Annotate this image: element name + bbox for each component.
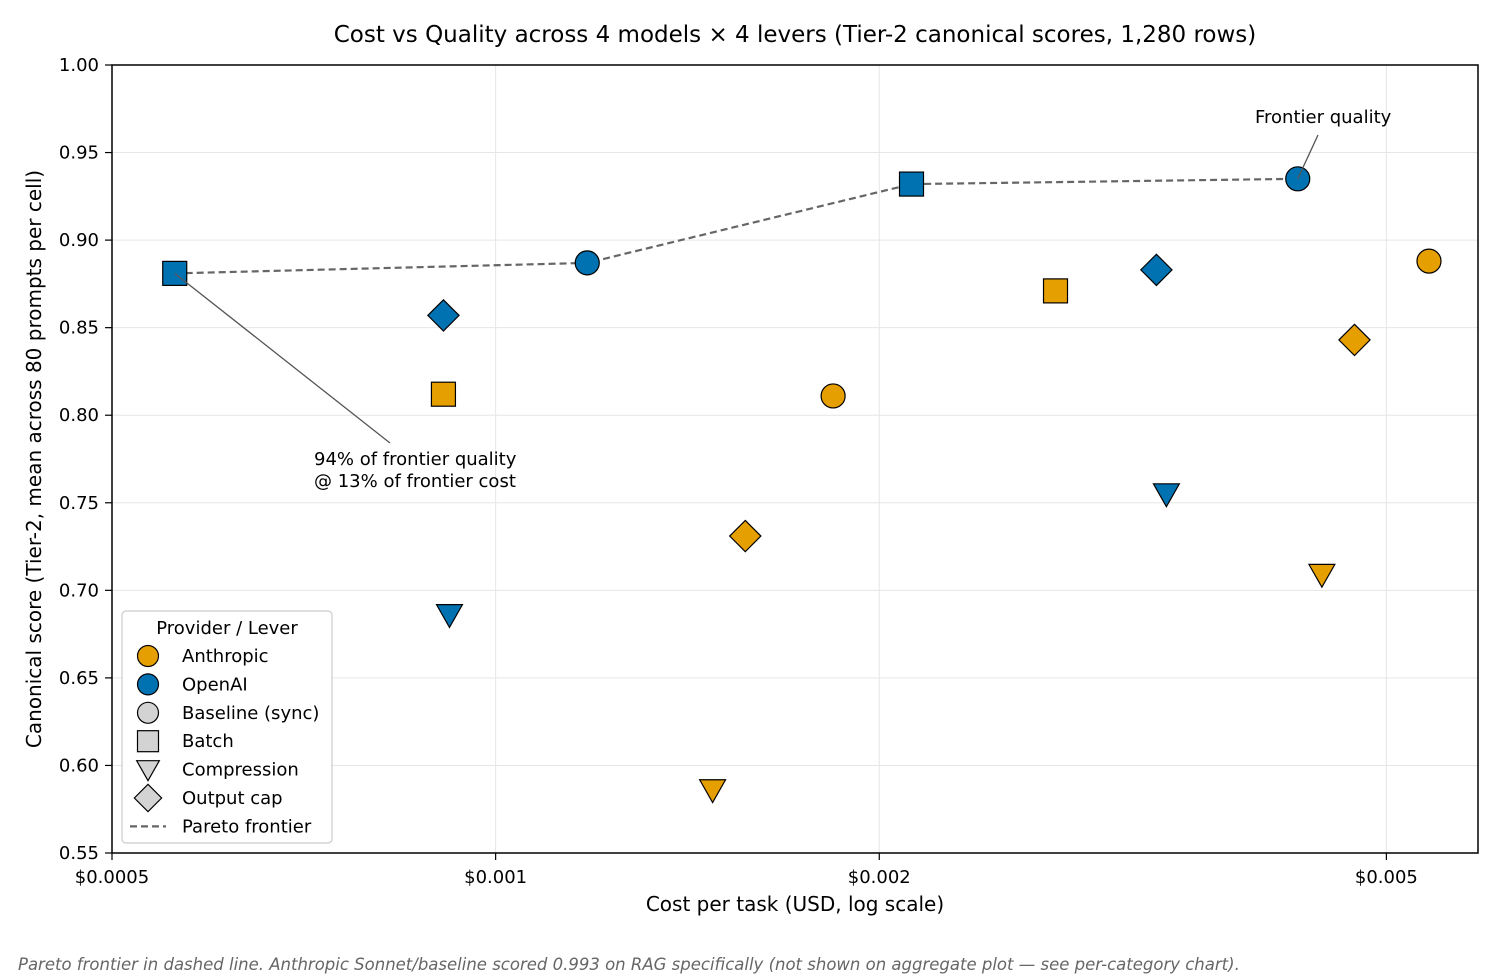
y-tick-label: 0.70 [59, 580, 99, 601]
legend-label: OpenAI [182, 674, 248, 695]
point-anthropic-output-cap [1338, 323, 1371, 357]
legend-marker-baseline-sync [136, 701, 160, 724]
annotation-text-frontier: Frontier quality [1255, 107, 1392, 128]
y-tick-label: 0.60 [59, 755, 99, 776]
legend-box [121, 610, 333, 844]
legend-marker-anthropic [136, 644, 160, 668]
y-tick-label: 0.90 [59, 230, 99, 251]
point-anthropic-batch [430, 381, 457, 407]
point-anthropic-compression [1307, 563, 1336, 589]
plot-frame [111, 64, 1479, 854]
legend-label: Pareto frontier [182, 816, 312, 837]
point-anthropic-baseline-sync [1416, 248, 1442, 274]
data-points [162, 166, 1442, 804]
y-tick-label: 0.75 [59, 493, 99, 514]
legend-title: Provider / Lever [156, 618, 298, 639]
point-openai-compression [1152, 483, 1181, 508]
legend-marker-compression [135, 760, 161, 782]
point-openai-baseline-sync [574, 250, 600, 276]
annotation-text-cheap: @ 13% of frontier cost [314, 471, 516, 492]
x-tick-label: $0.005 [1355, 867, 1418, 888]
legend-label: Baseline (sync) [182, 703, 319, 724]
y-tick-label: 0.65 [59, 668, 99, 689]
x-tick-label: $0.002 [848, 867, 911, 888]
annotation-text-cheap: 94% of frontier quality [314, 449, 517, 470]
footnote: Pareto frontier in dashed line. Anthropi… [18, 955, 1240, 974]
point-anthropic-compression [698, 779, 727, 804]
x-axis-label: Cost per task (USD, log scale) [646, 892, 944, 916]
x-tick-label: $0.001 [464, 867, 527, 888]
point-anthropic-batch [1042, 278, 1069, 304]
legend-marker-openai [136, 673, 160, 696]
pareto-frontier [174, 177, 1298, 275]
legend-label: Batch [182, 731, 234, 752]
y-axis-label: Canonical score (Tier-2, mean across 80 … [22, 170, 46, 748]
x-axis-ticks: $0.0005 $0.001 $0.002 $0.005 [75, 853, 1418, 888]
annotations: 94% of frontier quality@ 13% of frontier… [174, 107, 1392, 492]
point-anthropic-output-cap [728, 519, 762, 553]
point-openai-batch [898, 171, 925, 197]
legend-label: Compression [182, 760, 299, 781]
point-openai-output-cap [426, 298, 460, 332]
x-tick-label: $0.0005 [75, 867, 149, 888]
annotation-pointer-cheap [174, 272, 391, 444]
y-tick-label: 0.85 [59, 318, 99, 339]
y-axis-ticks: 0.55 0.60 0.65 0.70 0.75 0.80 0.85 0.90 0.95 1.00 [59, 55, 112, 864]
y-tick-label: 0.55 [59, 843, 99, 864]
chart-title: Cost vs Quality across 4 models × 4 leve… [334, 22, 1257, 48]
legend-label: Anthropic [182, 646, 269, 667]
annotation-pointer-frontier [1297, 134, 1319, 180]
legend-marker-output-cap [133, 783, 163, 813]
y-tick-label: 0.95 [59, 143, 99, 164]
point-openai-compression [435, 604, 464, 629]
legend-label: Output cap [182, 788, 283, 809]
point-openai-output-cap [1139, 253, 1173, 287]
pareto-frontier-line [174, 177, 1298, 275]
legend-marker-batch [136, 730, 160, 753]
y-tick-label: 0.80 [59, 405, 99, 426]
point-anthropic-baseline-sync [820, 383, 846, 409]
y-tick-label: 1.00 [59, 55, 99, 76]
legend: Provider / Lever Anthropic OpenAI Baseline … [121, 610, 333, 844]
